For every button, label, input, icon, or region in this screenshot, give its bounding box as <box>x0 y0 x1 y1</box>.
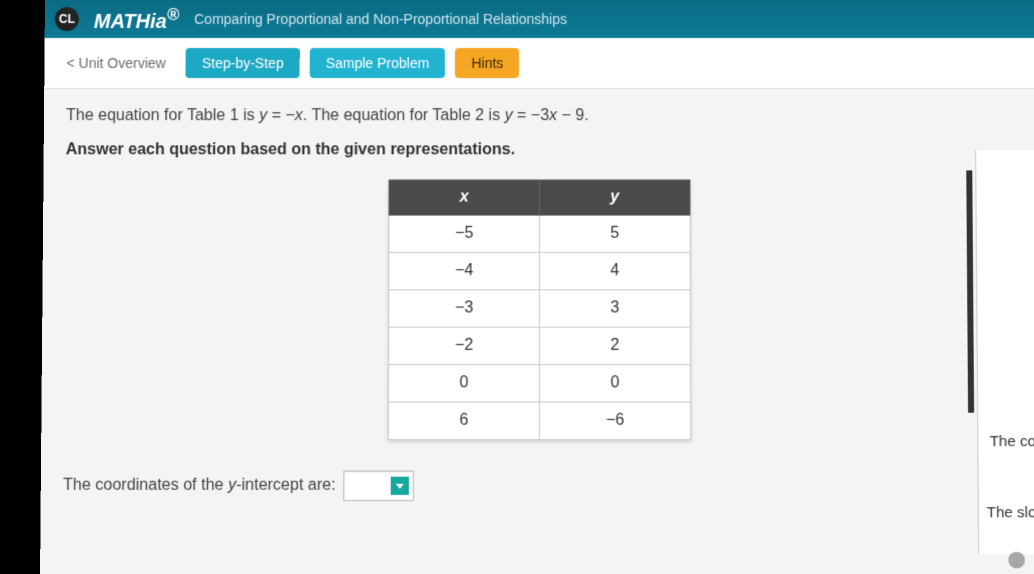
col-header-x: x <box>389 180 540 215</box>
question-row: The coordinates of the y-intercept are: <box>63 471 1016 501</box>
table-row: −55 <box>389 215 690 252</box>
table-row: −22 <box>389 327 691 364</box>
step-by-step-button[interactable]: Step-by-Step <box>186 48 300 78</box>
table-row: 6−6 <box>388 402 690 440</box>
right-text-1: The co <box>990 433 1034 450</box>
right-text-2: The slo <box>987 504 1034 521</box>
col-header-y: y <box>540 180 691 215</box>
sample-problem-button[interactable]: Sample Problem <box>310 48 446 78</box>
help-icon[interactable] <box>1002 546 1031 574</box>
equation-statement: The equation for Table 1 is y = −x. The … <box>66 107 1013 125</box>
unit-overview-link[interactable]: < Unit Overview <box>56 49 176 77</box>
instruction-text: Answer each question based on the given … <box>66 141 1014 159</box>
data-table: x y −55 −44 −33 −22 00 6−6 <box>388 179 691 440</box>
nav-bar: < Unit Overview Step-by-Step Sample Prob… <box>44 38 1034 89</box>
app-header: CL MATHia® Comparing Proportional and No… <box>45 0 1034 38</box>
app-name: MATHia® <box>94 5 179 34</box>
hints-button[interactable]: Hints <box>455 48 519 78</box>
problem-content: The equation for Table 1 is y = −x. The … <box>41 89 1034 519</box>
table-row: 00 <box>388 365 690 402</box>
table-row: −33 <box>389 290 691 327</box>
logo-icon: CL <box>55 7 79 31</box>
lesson-title: Comparing Proportional and Non-Proportio… <box>194 11 567 27</box>
answer-dropdown[interactable] <box>344 471 415 501</box>
chevron-down-icon[interactable] <box>391 477 409 495</box>
table-row: −44 <box>389 252 691 289</box>
right-panel: The co The slo <box>975 150 1034 554</box>
